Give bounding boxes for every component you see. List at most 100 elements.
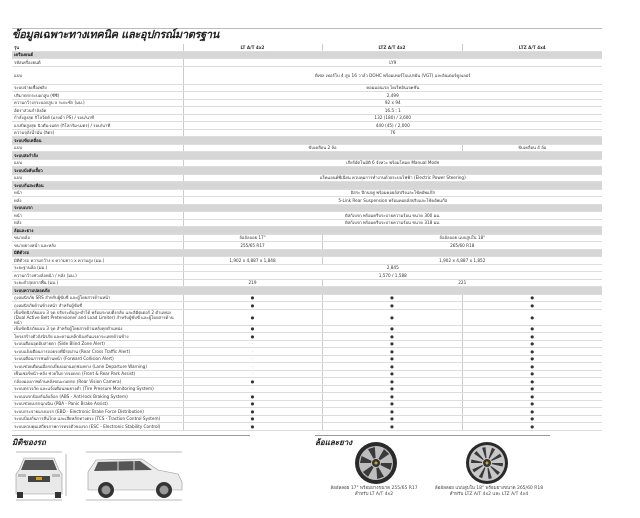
table-row: หน้า ดิสก์เบรก พร้อมครีบระบายความร้อน ขนา…	[12, 211, 602, 220]
feature-available: ●	[461, 340, 602, 348]
table-row: เข็มขัดนิรภัยแบบ 3 จุด สำหรับผู้โดยสารด้…	[12, 325, 602, 333]
row-value: 1,902 x 4,887 x 1,848	[182, 256, 322, 265]
table-row: ระบบจ่ายเชื้อเพลิง คอมมอนเรล ไดเร็คอินเจค…	[12, 84, 602, 92]
row-label: ถุงลมนิรภัยด้านข้างหน้า สำหรับผู้ขับขี่	[12, 301, 183, 310]
feature-available: ●	[321, 400, 462, 408]
feature-available: ●	[182, 377, 322, 386]
table-row: ระบบช่วยเตือนเมื่อรถเบี่ยงออกนอกช่องทาง …	[12, 362, 602, 371]
row-value: 16.5 : 1	[182, 106, 602, 115]
row-label: แบบ	[12, 159, 183, 167]
feature-available: ●	[321, 362, 462, 371]
section-header-row: ระบบขับเคลื่อน	[12, 136, 602, 145]
table-row: อัตราส่วนกำลังอัด 16.5 : 1	[12, 106, 602, 115]
row-value: 92 x 94	[182, 99, 602, 107]
row-label: ปริมาตรกระบอกสูบ (ซีซี)	[12, 91, 183, 100]
header-model: LT A/T 4x2	[182, 44, 322, 52]
spec-table: รุ่น LT A/T 4x2 LTZ A/T 4x2 LTZ A/T 4x4 เครื…	[12, 44, 602, 431]
row-label: ระยะฐานล้อ (มม.)	[12, 264, 183, 272]
table-row: ความจุถังน้ำมัน (ลิตร) 76	[12, 129, 602, 137]
row-label: กำลังสูงสุด กิโลวัตต์ (แรงม้า PS) / รอบ/…	[12, 114, 183, 122]
table-row: โครงสร้างตัวถังนิรภัย และคานเหล็กป้องกัน…	[12, 332, 602, 341]
table-row: ปริมาตรกระบอกสูบ (ซีซี) 2,499	[12, 91, 602, 100]
table-row: เซ็นเซอร์หน้า-หลัง ช่วยในการจอดรถ (Front…	[12, 370, 602, 378]
row-value: อิสระ ปีกนกคู่ พร้อมคอยล์สปริงและโช้คอัพ…	[182, 189, 602, 197]
feature-available: ●	[321, 355, 462, 363]
row-label: ความจุถังน้ำมัน (ลิตร)	[12, 129, 183, 137]
row-value: ดิสก์เบรก พร้อมครีบระบายความร้อน ขนาด 31…	[182, 219, 602, 227]
table-row: ระยะฐานล้อ (มม.) 2,845	[12, 264, 602, 272]
row-value: ดีเซล เทอร์โบ 4 สูบ 16 วาล์ว DOHC พร้อมเ…	[182, 66, 602, 85]
header-model: LTZ A/T 4x4	[461, 44, 602, 52]
feature-available: ●	[461, 347, 602, 356]
row-value: 76	[182, 129, 602, 137]
feature-available: ●	[182, 400, 322, 408]
row-label: แบบ	[12, 174, 183, 182]
table-row: กล้องมองภาพด้านหลังขณะถอยรถ (Rear Vision…	[12, 377, 602, 386]
section-title: มิติตัวรถ	[12, 249, 602, 257]
table-row: ถุงลมนิรภัย SRS สำหรับผู้ขับขี่ และผู้โด…	[12, 294, 602, 302]
divider	[12, 435, 250, 436]
wheel-spoke-gap	[471, 459, 483, 463]
feature-available: ●	[461, 422, 602, 431]
section-title: ระบบเบรก	[12, 204, 602, 212]
section-header-row: มิติตัวรถ	[12, 249, 602, 257]
car-side-view-image	[86, 451, 183, 501]
row-value: 265/60 R18	[321, 241, 602, 250]
feature-unavailable: -	[182, 340, 322, 348]
table-row: แบบ เกียร์อัตโนมัติ 6 จังหวะ พร้อมโหมด Ma…	[12, 159, 602, 167]
row-label: ระบบเตือนการชนด้านหน้า (Forward Collisio…	[12, 355, 183, 363]
feature-available: ●	[182, 301, 322, 310]
bottom-section: มิติของรถ ล้อและยาง ล้ออัลลอย 17" พร้อมย…	[0, 435, 640, 518]
row-label: ระบบควบคุมเสถียรภาพการทรงตัวของรถ (ESC -…	[12, 422, 183, 431]
table-header-row: รุ่น LT A/T 4x2 LTZ A/T 4x2 LTZ A/T 4x4	[12, 44, 602, 52]
feature-unavailable: -	[182, 355, 322, 363]
row-label: หน้า	[12, 211, 183, 220]
table-row: ระบบเบรกป้องกันล้อล็อก (ABS - Anti-lock …	[12, 392, 602, 401]
row-value: ขับเคลื่อน 2 ล้อ	[182, 144, 462, 152]
row-value: 221	[321, 279, 602, 287]
row-value: 255/65 R17	[182, 241, 322, 250]
feature-available: ●	[321, 385, 462, 393]
table-row: ระบบเตือนการชนด้านหน้า (Forward Collisio…	[12, 355, 602, 363]
row-value: เกียร์อัตโนมัติ 6 จังหวะ พร้อมโหมด Manua…	[182, 159, 602, 167]
row-value: 5-Link Rear Suspension พร้อมคอยล์สปริงแล…	[182, 196, 602, 205]
row-label: ระบบเบรกป้องกันล้อล็อก (ABS - Anti-lock …	[12, 392, 183, 401]
feature-available: ●	[182, 392, 322, 401]
section-header-row: ระบบกันสะเทือน	[12, 181, 602, 190]
row-label: ขนาดล้อ	[12, 234, 183, 242]
row-value: คอมมอนเรล ไดเร็คอินเจคชั่น	[182, 84, 602, 92]
section-header-row: เครื่องยนต์	[12, 51, 602, 59]
feature-available: ●	[182, 422, 322, 431]
wheel-spoke-gap	[472, 464, 483, 473]
row-label: กล้องมองภาพด้านหลังขณะถอยรถ (Rear Vision…	[12, 377, 183, 386]
wheel-spoke-gap	[368, 447, 376, 459]
feature-available: ●	[182, 407, 322, 416]
dimensions-heading: มิติของรถ	[12, 438, 46, 447]
row-value: LY9	[182, 58, 602, 67]
table-row: แบบ แร็คแอนด์พีเนียน ควบคุมการทำงานด้วยระ…	[12, 174, 602, 182]
row-label: ถุงลมนิรภัย SRS สำหรับผู้ขับขี่ และผู้โด…	[12, 294, 183, 302]
feature-available: ●	[461, 385, 602, 393]
feature-available: ●	[321, 301, 462, 310]
feature-available: ●	[182, 325, 322, 333]
section-title: ระบบขับเคลื่อน	[12, 136, 602, 145]
row-label: แบบ	[12, 66, 183, 85]
header-model: LTZ A/T 4x2	[321, 44, 462, 52]
row-value: ล้ออัลลอย แบบสูบใน 18"	[321, 234, 602, 242]
feature-available: ●	[321, 377, 462, 386]
row-label: ความกว้างกระบอกสูบ x ระยะชัก (มม.)	[12, 99, 183, 107]
wheel-spoke-gap	[488, 447, 496, 459]
row-value: ดิสก์เบรก พร้อมครีบระบายความร้อน ขนาด 30…	[182, 211, 602, 220]
feature-available: ●	[461, 325, 602, 333]
row-value: 2,845	[182, 264, 602, 272]
table-row: ระบบช่วยเบรกฉุกเฉิน (PBA - Panic Brake A…	[12, 400, 602, 408]
section-title: ระบบส่งกำลัง	[12, 151, 602, 160]
feature-unavailable: -	[182, 370, 322, 378]
table-row: ระบบป้องกันการลื่นไถล และเสียหลักทางตรง …	[12, 415, 602, 423]
row-label: หน้า	[12, 189, 183, 197]
wheel-spoke-gap	[491, 453, 502, 462]
section-title: ระบบบังคับเลี้ยว	[12, 166, 602, 175]
row-label: ระบบกระจายแรงเบรก (EBD - Electronic Brak…	[12, 407, 183, 416]
section-title: เครื่องยนต์	[12, 51, 602, 59]
feature-available: ●	[461, 377, 602, 386]
